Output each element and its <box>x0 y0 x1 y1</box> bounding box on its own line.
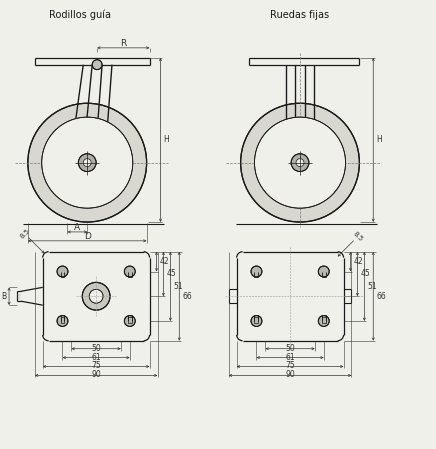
Circle shape <box>78 154 96 172</box>
FancyBboxPatch shape <box>322 317 326 323</box>
Text: 50: 50 <box>91 343 101 352</box>
Circle shape <box>83 158 91 167</box>
FancyBboxPatch shape <box>61 317 65 323</box>
Text: 8.5: 8.5 <box>19 228 31 240</box>
Text: 75: 75 <box>91 361 101 370</box>
Text: 50: 50 <box>285 343 295 352</box>
Circle shape <box>296 158 304 167</box>
Text: D: D <box>84 233 91 242</box>
Text: 75: 75 <box>285 361 295 370</box>
Text: 66: 66 <box>182 292 192 301</box>
Circle shape <box>124 266 135 277</box>
Text: A: A <box>74 224 80 233</box>
Text: 51: 51 <box>174 282 183 291</box>
Circle shape <box>318 316 329 326</box>
Text: B: B <box>1 292 6 301</box>
Text: H: H <box>164 136 169 145</box>
Text: H: H <box>376 136 382 145</box>
Circle shape <box>251 316 262 326</box>
Circle shape <box>291 154 309 172</box>
Text: 45: 45 <box>167 269 176 278</box>
FancyBboxPatch shape <box>255 317 259 323</box>
Text: 66: 66 <box>376 292 386 301</box>
Circle shape <box>57 266 68 277</box>
Circle shape <box>124 316 135 326</box>
Circle shape <box>255 117 346 208</box>
Text: 90: 90 <box>285 370 295 379</box>
Text: 61: 61 <box>91 352 101 361</box>
Text: 8.5: 8.5 <box>351 231 364 243</box>
Circle shape <box>82 282 110 310</box>
FancyBboxPatch shape <box>128 317 132 323</box>
Text: 42: 42 <box>160 257 169 266</box>
Circle shape <box>241 103 359 222</box>
Text: 45: 45 <box>361 269 370 278</box>
Circle shape <box>318 266 329 277</box>
Circle shape <box>42 117 133 208</box>
Circle shape <box>251 266 262 277</box>
Text: R: R <box>120 40 126 48</box>
Circle shape <box>92 60 102 70</box>
Text: 42: 42 <box>354 257 363 266</box>
Text: 51: 51 <box>367 282 377 291</box>
Text: Ruedas fijas: Ruedas fijas <box>270 10 330 20</box>
Text: 61: 61 <box>285 352 295 361</box>
Circle shape <box>57 316 68 326</box>
Text: 90: 90 <box>91 370 101 379</box>
Circle shape <box>28 103 146 222</box>
Text: Rodillos guía: Rodillos guía <box>49 10 111 21</box>
Circle shape <box>89 289 103 303</box>
